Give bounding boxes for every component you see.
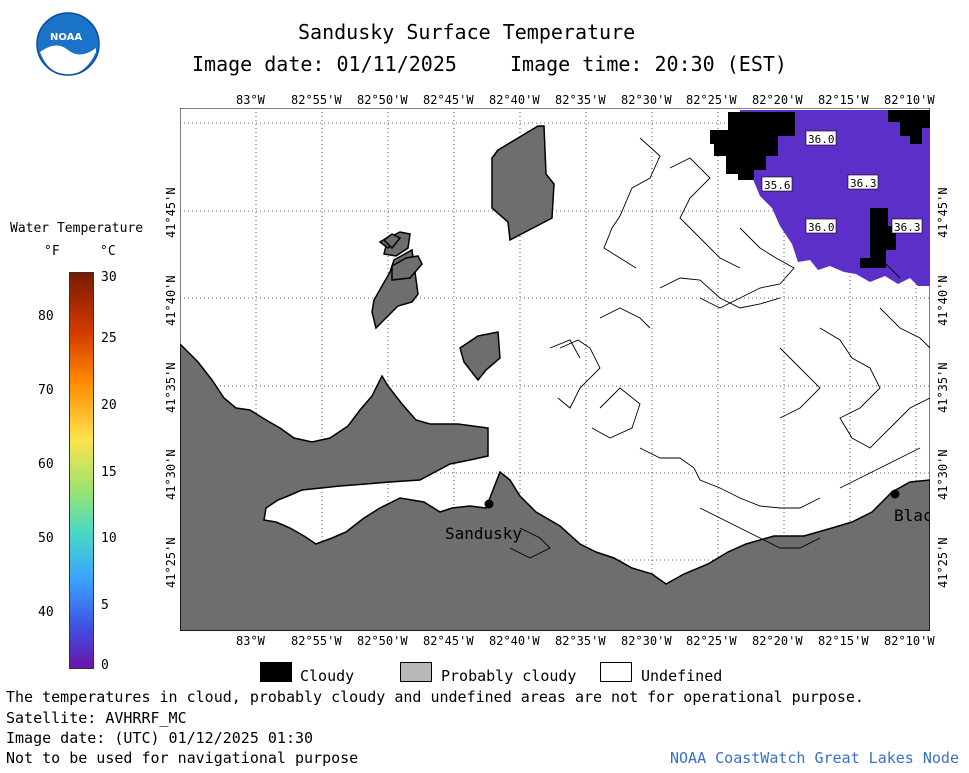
map-frame: 36.0 35.6 36.3 36.0 36.3 (179, 107, 931, 632)
lon-label-bottom-4: 82°40'W (489, 634, 540, 648)
f-tick-70: 70 (38, 383, 54, 398)
logo-text: NOAA (50, 32, 83, 43)
lon-label-bottom-7: 82°25'W (686, 634, 737, 648)
f-tick-40: 40 (38, 605, 54, 620)
legend-undefined-label: Undefined (641, 667, 723, 685)
lon-label-top-2: 82°50'W (357, 93, 408, 107)
temp-label-1: 36.0 (805, 130, 837, 146)
lon-label-bottom-0: 83°W (236, 634, 265, 648)
lat-label-left-1: 41°40'N (164, 275, 178, 326)
legend-cloudy-swatch (260, 662, 292, 682)
f-tick-80: 80 (38, 309, 54, 324)
place-label-blac: Blac (894, 506, 930, 525)
colorbar-unit-f: °F (44, 244, 60, 259)
lon-label-top-6: 82°30'W (621, 93, 672, 107)
lon-label-top-5: 82°35'W (555, 93, 606, 107)
legend-cloudy-label: Cloudy (300, 667, 355, 685)
lat-label-left-2: 41°35'N (164, 362, 178, 413)
footer-satellite: Satellite: AVHRRF_MC (6, 709, 187, 727)
c-tick-5: 5 (101, 598, 109, 613)
lat-label-left-4: 41°25'N (164, 537, 178, 588)
temp-label-1-text: 36.0 (808, 133, 835, 146)
sandusky-marker (484, 499, 494, 509)
noaa-logo: NOAA (36, 12, 100, 76)
temp-label-2-text: 35.6 (764, 179, 791, 192)
temp-label-5: 36.3 (891, 218, 923, 234)
c-tick-0: 0 (101, 658, 109, 673)
south-shore-land (179, 342, 931, 632)
c-tick-15: 15 (101, 465, 117, 480)
footer-note: The temperatures in cloud, probably clou… (6, 688, 864, 706)
lon-label-bottom-1: 82°55'W (291, 634, 342, 648)
footer-credit[interactable]: NOAA CoastWatch Great Lakes Node (670, 749, 959, 767)
lon-label-top-1: 82°55'W (291, 93, 342, 107)
f-tick-60: 60 (38, 457, 54, 472)
lon-label-bottom-2: 82°50'W (357, 634, 408, 648)
island-north-bass (382, 233, 402, 250)
cloud-area-northeast (888, 110, 930, 144)
island-bass-2 (391, 255, 423, 281)
footer-utc-date: Image date: (UTC) 01/12/2025 01:30 (6, 729, 314, 747)
temp-label-2: 35.6 (761, 176, 793, 192)
lon-label-top-7: 82°25'W (686, 93, 737, 107)
image-date: Image date: 01/11/2025 (192, 52, 457, 76)
legend-undefined-swatch (600, 662, 632, 682)
lon-label-top-9: 82°15'W (818, 93, 869, 107)
lon-label-bottom-8: 82°20'W (752, 634, 803, 648)
footer-nav-note: Not to be used for navigational purpose (6, 749, 359, 767)
legend-probably-cloudy-swatch (400, 662, 432, 682)
c-tick-20: 20 (101, 398, 117, 413)
lon-label-top-10: 82°10'W (884, 93, 935, 107)
lat-label-right-2: 41°35'N (936, 362, 950, 413)
c-tick-10: 10 (101, 531, 117, 546)
lon-label-bottom-3: 82°45'W (423, 634, 474, 648)
island-johnson (459, 331, 501, 382)
lat-label-right-3: 41°30'N (936, 449, 950, 500)
temp-label-4: 36.0 (805, 218, 837, 234)
lat-label-right-0: 41°45'N (936, 187, 950, 238)
map-svg: 36.0 35.6 36.3 36.0 36.3 (179, 107, 931, 632)
colorbar-unit-c: °C (100, 244, 116, 259)
cloud-area-east (860, 208, 896, 268)
lon-label-bottom-6: 82°30'W (621, 634, 672, 648)
temp-label-3: 36.3 (847, 174, 879, 190)
page-title: Sandusky Surface Temperature (298, 20, 636, 44)
lat-label-left-0: 41°45'N (164, 187, 178, 238)
lon-label-top-3: 82°45'W (423, 93, 474, 107)
lat-label-right-1: 41°40'N (936, 275, 950, 326)
lon-label-top-4: 82°40'W (489, 93, 540, 107)
island-kelleys (491, 125, 555, 242)
lon-label-bottom-5: 82°35'W (555, 634, 606, 648)
legend-probably-cloudy-label: Probably cloudy (441, 667, 577, 685)
c-tick-25: 25 (101, 331, 117, 346)
blac-marker (890, 489, 900, 499)
lat-label-left-3: 41°30'N (164, 449, 178, 500)
f-tick-50: 50 (38, 531, 54, 546)
temp-label-3-text: 36.3 (850, 177, 877, 190)
place-label-sandusky: Sandusky (445, 524, 523, 543)
temperature-contours (509, 137, 931, 559)
lon-label-top-0: 83°W (236, 93, 265, 107)
colorbar-title: Water Temperature (10, 221, 144, 236)
temp-label-5-text: 36.3 (894, 221, 921, 234)
lon-label-bottom-9: 82°15'W (818, 634, 869, 648)
lat-label-right-4: 41°25'N (936, 537, 950, 588)
cloud-area-north (710, 112, 795, 180)
lon-label-bottom-10: 82°10'W (884, 634, 935, 648)
temp-label-4-text: 36.0 (808, 221, 835, 234)
c-tick-30: 30 (101, 270, 117, 285)
image-time: Image time: 20:30 (EST) (510, 52, 787, 76)
colorbar-gradient (69, 272, 94, 669)
lon-label-top-8: 82°20'W (752, 93, 803, 107)
